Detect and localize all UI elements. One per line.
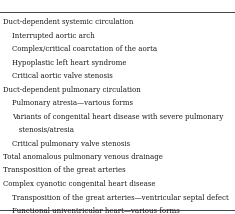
Text: Transposition of the great arteries: Transposition of the great arteries [3,166,126,174]
Text: Pulmonary atresia—various forms: Pulmonary atresia—various forms [12,99,133,107]
Text: Total anomalous pulmonary venous drainage: Total anomalous pulmonary venous drainag… [3,153,163,161]
Text: stenosis/atresia: stenosis/atresia [12,126,74,134]
Text: Critical pulmonary valve stenosis: Critical pulmonary valve stenosis [12,140,130,147]
Text: Duct-dependent systemic circulation: Duct-dependent systemic circulation [3,18,133,26]
Text: Hypoplastic left heart syndrome: Hypoplastic left heart syndrome [12,58,126,67]
Text: Variants of congenital heart disease with severe pulmonary: Variants of congenital heart disease wit… [12,113,223,120]
Text: Transposition of the great arteries—ventricular septal defect: Transposition of the great arteries—vent… [12,193,229,202]
Text: Functional univentricular heart—various forms: Functional univentricular heart—various … [12,207,180,214]
Text: Critical aortic valve stenosis: Critical aortic valve stenosis [12,72,113,80]
Text: Complex cyanotic congenital heart disease: Complex cyanotic congenital heart diseas… [3,180,156,188]
Text: Complex/critical coarctation of the aorta: Complex/critical coarctation of the aort… [12,45,157,53]
Text: Interrupted aortic arch: Interrupted aortic arch [12,31,95,40]
Text: Duct-dependent pulmonary circulation: Duct-dependent pulmonary circulation [3,86,141,94]
